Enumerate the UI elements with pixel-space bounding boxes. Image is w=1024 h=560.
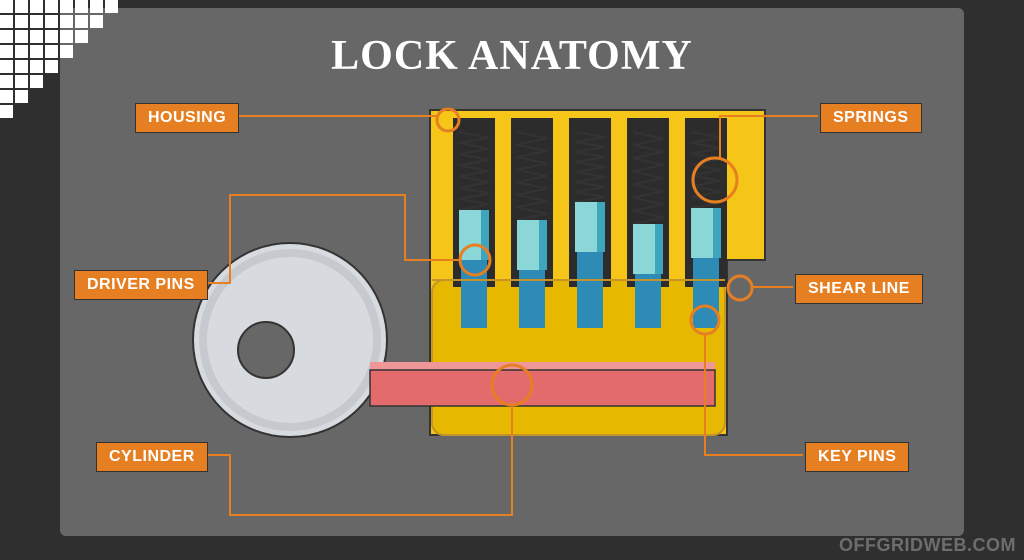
label-shear-line: SHEAR LINE (795, 274, 923, 304)
watermark-text: OFFGRIDWEB.COM (839, 535, 1016, 556)
label-key-pins: KEY PINS (805, 442, 909, 472)
label-housing: HOUSING (135, 103, 239, 133)
infographic-panel: LOCK ANATOMY HOUSINGSPRINGSDRIVER PINSSH… (60, 8, 964, 536)
label-springs: SPRINGS (820, 103, 922, 133)
label-cylinder: CYLINDER (96, 442, 208, 472)
label-driver-pins: DRIVER PINS (74, 270, 208, 300)
